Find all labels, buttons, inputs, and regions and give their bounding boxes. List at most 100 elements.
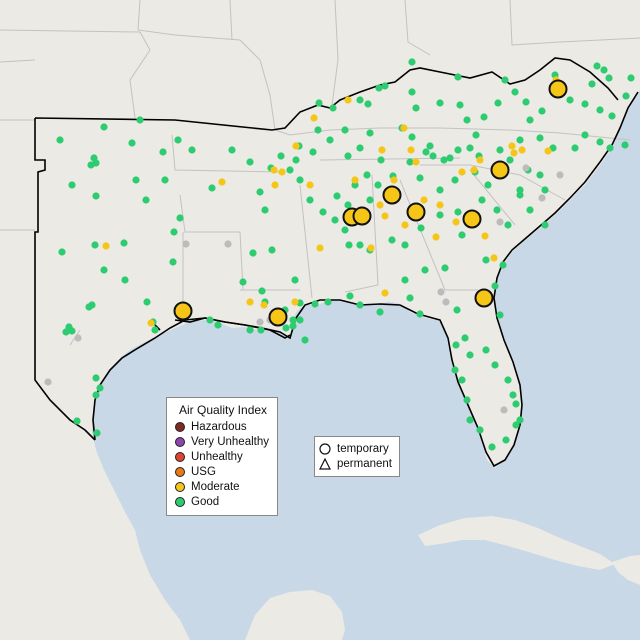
good-monitor-marker[interactable] (268, 246, 276, 254)
good-monitor-marker[interactable] (356, 144, 364, 152)
good-monitor-marker[interactable] (608, 112, 616, 120)
moderate-monitor-marker[interactable] (367, 244, 375, 252)
good-monitor-marker[interactable] (331, 216, 339, 224)
good-monitor-marker[interactable] (257, 326, 265, 334)
good-monitor-marker[interactable] (366, 129, 374, 137)
good-monitor-marker[interactable] (282, 324, 290, 332)
good-monitor-marker[interactable] (541, 186, 549, 194)
good-monitor-marker[interactable] (581, 100, 589, 108)
moderate-monitor-marker[interactable] (310, 114, 318, 122)
good-monitor-marker[interactable] (289, 316, 297, 324)
good-monitor-marker[interactable] (516, 136, 524, 144)
moderate-monitor-marker[interactable] (400, 124, 408, 132)
good-monitor-marker[interactable] (96, 384, 104, 392)
good-monitor-marker[interactable] (496, 311, 504, 319)
good-monitor-marker[interactable] (92, 374, 100, 382)
good-monitor-marker[interactable] (176, 214, 184, 222)
good-monitor-marker[interactable] (451, 366, 459, 374)
good-monitor-marker[interactable] (416, 310, 424, 318)
good-monitor-marker[interactable] (87, 161, 95, 169)
good-monitor-marker[interactable] (324, 298, 332, 306)
good-monitor-marker[interactable] (426, 142, 434, 150)
nodata-monitor-marker[interactable] (556, 171, 564, 179)
good-monitor-marker[interactable] (132, 176, 140, 184)
good-monitor-marker[interactable] (596, 106, 604, 114)
good-monitor-marker[interactable] (512, 400, 520, 408)
good-monitor-marker[interactable] (436, 211, 444, 219)
good-monitor-marker[interactable] (627, 74, 635, 82)
good-monitor-marker[interactable] (277, 152, 285, 160)
good-monitor-marker[interactable] (363, 171, 371, 179)
good-monitor-marker[interactable] (484, 181, 492, 189)
good-monitor-marker[interactable] (326, 136, 334, 144)
moderate-monitor-marker[interactable] (292, 142, 300, 150)
good-monitor-marker[interactable] (100, 123, 108, 131)
moderate-monitor-marker[interactable] (412, 158, 420, 166)
good-monitor-marker[interactable] (509, 391, 517, 399)
moderate-monitor-marker[interactable] (490, 254, 498, 262)
good-monitor-marker[interactable] (466, 416, 474, 424)
temporary-monitor-marker[interactable] (462, 209, 482, 229)
good-monitor-marker[interactable] (600, 66, 608, 74)
good-monitor-marker[interactable] (478, 196, 486, 204)
moderate-monitor-marker[interactable] (420, 196, 428, 204)
nodata-monitor-marker[interactable] (538, 194, 546, 202)
good-monitor-marker[interactable] (174, 136, 182, 144)
good-monitor-marker[interactable] (92, 391, 100, 399)
moderate-monitor-marker[interactable] (291, 298, 299, 306)
nodata-monitor-marker[interactable] (182, 240, 190, 248)
good-monitor-marker[interactable] (496, 146, 504, 154)
nodata-monitor-marker[interactable] (44, 378, 52, 386)
good-monitor-marker[interactable] (493, 206, 501, 214)
moderate-monitor-marker[interactable] (401, 221, 409, 229)
good-monitor-marker[interactable] (536, 134, 544, 142)
good-monitor-marker[interactable] (239, 278, 247, 286)
temporary-monitor-marker[interactable] (490, 160, 510, 180)
good-monitor-marker[interactable] (292, 156, 300, 164)
good-monitor-marker[interactable] (256, 188, 264, 196)
good-monitor-marker[interactable] (504, 376, 512, 384)
good-monitor-marker[interactable] (356, 301, 364, 309)
good-monitor-marker[interactable] (421, 266, 429, 274)
moderate-monitor-marker[interactable] (344, 96, 352, 104)
moderate-monitor-marker[interactable] (246, 298, 254, 306)
good-monitor-marker[interactable] (351, 181, 359, 189)
good-monitor-marker[interactable] (606, 144, 614, 152)
good-monitor-marker[interactable] (408, 133, 416, 141)
moderate-monitor-marker[interactable] (260, 301, 268, 309)
good-monitor-marker[interactable] (249, 249, 257, 257)
good-monitor-marker[interactable] (58, 248, 66, 256)
good-monitor-marker[interactable] (91, 241, 99, 249)
good-monitor-marker[interactable] (136, 116, 144, 124)
good-monitor-marker[interactable] (541, 221, 549, 229)
good-monitor-marker[interactable] (499, 261, 507, 269)
moderate-monitor-marker[interactable] (316, 244, 324, 252)
good-monitor-marker[interactable] (476, 426, 484, 434)
nodata-monitor-marker[interactable] (496, 218, 504, 226)
good-monitor-marker[interactable] (341, 226, 349, 234)
nodata-monitor-marker[interactable] (74, 334, 82, 342)
moderate-monitor-marker[interactable] (458, 168, 466, 176)
good-monitor-marker[interactable] (441, 264, 449, 272)
good-monitor-marker[interactable] (522, 98, 530, 106)
good-monitor-marker[interactable] (286, 166, 294, 174)
good-monitor-marker[interactable] (329, 104, 337, 112)
good-monitor-marker[interactable] (463, 116, 471, 124)
good-monitor-marker[interactable] (142, 196, 150, 204)
good-monitor-marker[interactable] (566, 96, 574, 104)
good-monitor-marker[interactable] (356, 96, 364, 104)
good-monitor-marker[interactable] (593, 62, 601, 70)
good-monitor-marker[interactable] (454, 73, 462, 81)
good-monitor-marker[interactable] (246, 326, 254, 334)
good-monitor-marker[interactable] (494, 99, 502, 107)
good-monitor-marker[interactable] (422, 148, 430, 156)
good-monitor-marker[interactable] (458, 376, 466, 384)
good-monitor-marker[interactable] (458, 231, 466, 239)
good-monitor-marker[interactable] (472, 131, 480, 139)
good-monitor-marker[interactable] (333, 192, 341, 200)
good-monitor-marker[interactable] (92, 192, 100, 200)
good-monitor-marker[interactable] (151, 326, 159, 334)
good-monitor-marker[interactable] (516, 186, 524, 194)
good-monitor-marker[interactable] (622, 92, 630, 100)
good-monitor-marker[interactable] (456, 101, 464, 109)
